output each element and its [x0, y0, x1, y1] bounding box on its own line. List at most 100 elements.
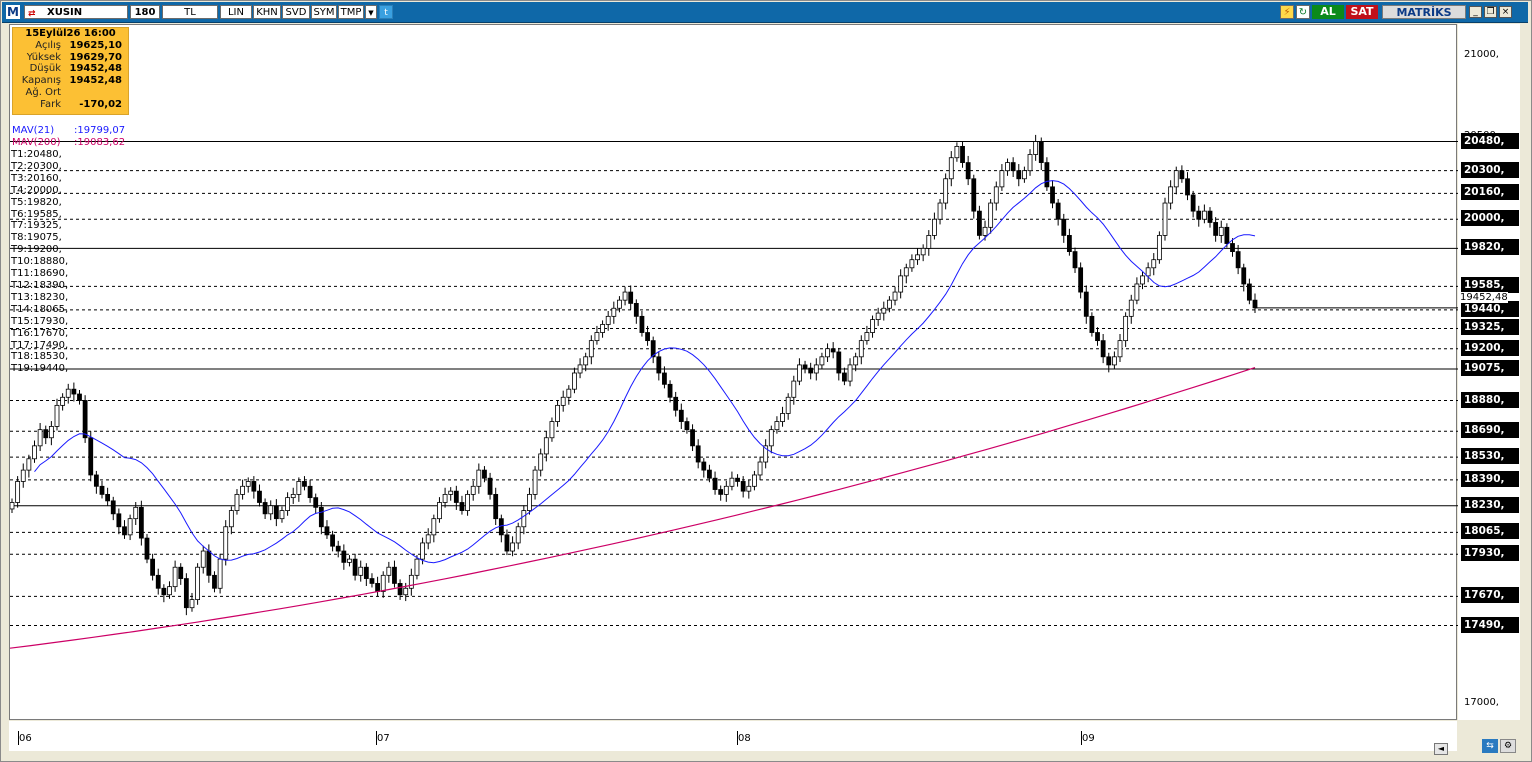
- candle-body: [476, 469, 482, 487]
- info-row-close: Kapanış 19452,48: [13, 75, 128, 87]
- candle-body: [453, 490, 459, 503]
- candle-body: [1111, 356, 1117, 366]
- candle-body: [48, 426, 54, 439]
- candle-body: [735, 477, 740, 482]
- candle-body: [54, 404, 60, 427]
- refresh-icon[interactable]: ↻: [1296, 5, 1310, 19]
- candle-body: [459, 502, 465, 511]
- candle-body: [251, 481, 257, 492]
- candle-body: [566, 388, 572, 398]
- candle-body: [347, 558, 352, 563]
- candle-body: [830, 348, 836, 353]
- level-item: T6:19585,: [11, 208, 62, 220]
- candle-body: [268, 505, 274, 515]
- candle-body: [780, 413, 785, 422]
- level-item: T11:18690,: [11, 268, 69, 280]
- sym-button[interactable]: SYM: [311, 5, 337, 19]
- candle-body: [718, 489, 724, 495]
- candle-body: [448, 490, 454, 495]
- candle-body: [611, 307, 617, 317]
- mav21-line: [34, 180, 1256, 564]
- info-label: Düşük: [29, 63, 61, 75]
- candle-body: [870, 319, 875, 333]
- info-label: Açılış: [35, 39, 61, 51]
- x-label-06: 06: [19, 733, 32, 744]
- candle-body: [622, 291, 628, 301]
- candle-body: [167, 586, 172, 596]
- candle-body: [993, 186, 999, 204]
- candle-body: [1246, 283, 1252, 301]
- candle-body: [380, 574, 386, 592]
- candle-body: [1241, 267, 1247, 285]
- sell-button[interactable]: SAT: [1346, 5, 1378, 19]
- y-axis[interactable]: 21000,20500,20000,17500,17000, 20480,203…: [1458, 24, 1520, 720]
- candle-body: [1117, 340, 1123, 358]
- candle-body: [988, 202, 994, 228]
- candle-body: [1235, 251, 1241, 269]
- restore-icon[interactable]: ❐: [1484, 6, 1497, 18]
- candle-body: [1145, 267, 1151, 277]
- level-item: T5:19820,: [11, 196, 62, 208]
- candle-body: [971, 178, 977, 212]
- buy-button[interactable]: AL: [1312, 5, 1344, 19]
- candle-body: [43, 429, 49, 439]
- candle-body: [397, 583, 403, 596]
- app-logo[interactable]: M: [6, 5, 20, 19]
- y-tick-label: 21000,: [1464, 49, 1499, 61]
- candle-body: [757, 461, 763, 476]
- candle-body: [639, 315, 645, 333]
- info-label: Yüksek: [26, 51, 61, 63]
- candle-body: [352, 558, 358, 576]
- symbol-selector[interactable]: ⇄ XUSIN: [24, 5, 128, 19]
- candle-body: [583, 356, 589, 366]
- candle-body: [99, 485, 105, 495]
- y-level-box: 18530,: [1461, 448, 1519, 465]
- nav-arrows-icon[interactable]: ⇆: [1482, 739, 1498, 753]
- info-row-high: Yüksek 19629,70: [13, 52, 128, 64]
- x-label-07: 07: [377, 733, 390, 744]
- twitter-icon[interactable]: t: [379, 5, 393, 19]
- candle-body: [723, 485, 729, 495]
- candle-body: [510, 542, 515, 552]
- candle-body: [183, 578, 189, 609]
- y-level-box: 19200,: [1461, 339, 1519, 356]
- dropdown-arrow-icon[interactable]: ▼: [365, 5, 377, 19]
- level-item: T10:18880,: [11, 256, 69, 268]
- khn-button[interactable]: KHN: [253, 5, 281, 19]
- candle-body: [903, 267, 909, 277]
- tmp-button[interactable]: TMP: [338, 5, 364, 19]
- candle-body: [1010, 162, 1016, 172]
- scale-button[interactable]: LIN: [220, 5, 252, 19]
- candle-body: [138, 506, 144, 539]
- x-axis-tick-7: [376, 731, 377, 745]
- chart-canvas[interactable]: [10, 25, 1458, 721]
- y-tick-label: 17000,: [1464, 696, 1499, 708]
- settings-icon[interactable]: ⚙: [1500, 739, 1516, 753]
- period-button[interactable]: 180: [130, 5, 160, 19]
- candle-body: [1230, 243, 1235, 253]
- y-level-box: 20300,: [1461, 161, 1519, 178]
- price-chart[interactable]: [9, 24, 1458, 721]
- candle-body: [212, 574, 217, 589]
- candle-body: [26, 458, 32, 471]
- svd-button[interactable]: SVD: [282, 5, 310, 19]
- candle-body: [707, 469, 712, 479]
- candle-body: [1089, 315, 1095, 333]
- candle-body: [785, 396, 791, 414]
- level-item: T2:20300,: [11, 160, 62, 172]
- level-item: T15:17930,: [11, 315, 69, 327]
- close-icon[interactable]: ×: [1499, 6, 1512, 18]
- lightning-icon[interactable]: ⚡: [1280, 5, 1294, 19]
- candle-body: [954, 145, 960, 159]
- candle-body: [442, 493, 448, 503]
- candle-body: [150, 558, 156, 576]
- y-level-box: 19075,: [1461, 359, 1519, 376]
- level-item: T7:19325,: [11, 220, 62, 232]
- candle-body: [302, 481, 307, 487]
- candle-body: [617, 299, 622, 309]
- toolbar: M ⇄ XUSIN 180 TL LIN KHN SVD SYM TMP ▼ t…: [2, 2, 1528, 23]
- minimize-icon[interactable]: _: [1469, 6, 1482, 18]
- scroll-left-icon[interactable]: ◄: [1434, 743, 1448, 755]
- currency-button[interactable]: TL: [162, 5, 218, 19]
- x-axis[interactable]: 06 07 08 09 ◄: [9, 721, 1457, 755]
